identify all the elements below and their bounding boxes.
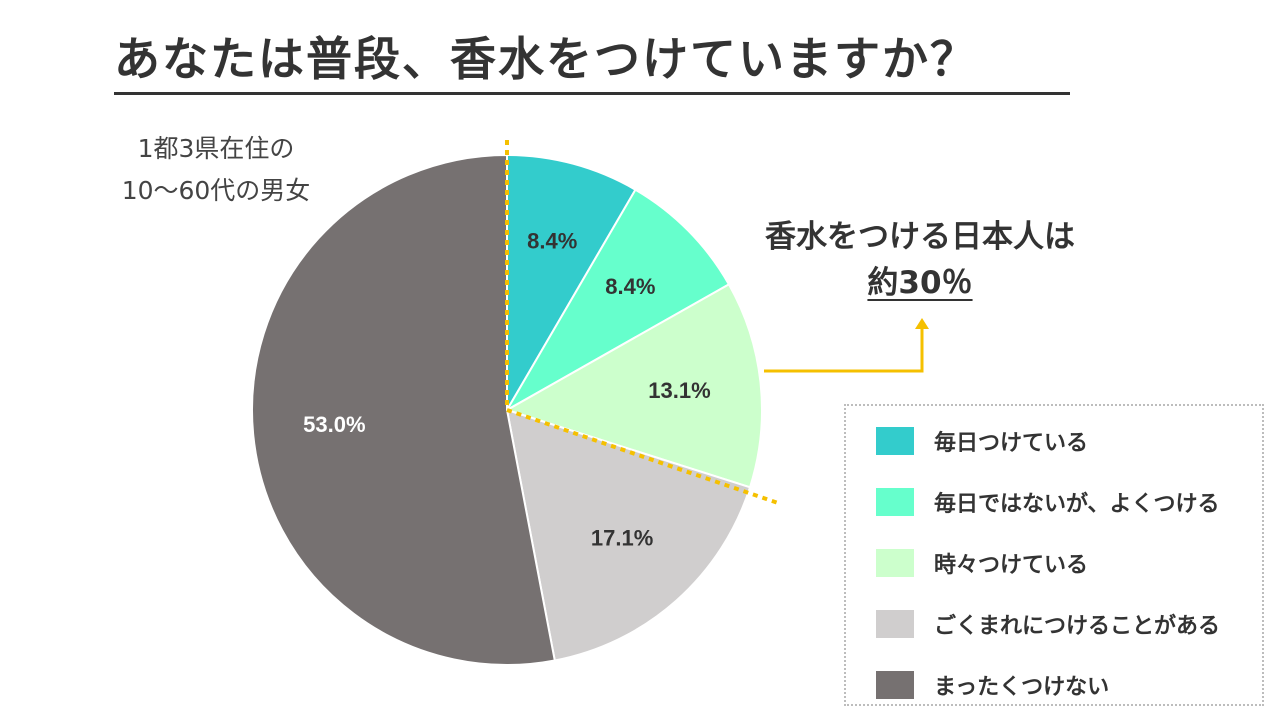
legend-item-3: 時々つけている: [876, 548, 1088, 578]
data-label-5: 53.0%: [303, 412, 365, 437]
callout-value: 約30％: [867, 265, 973, 301]
legend-swatch: [876, 488, 914, 516]
legend-item-5: まったくつけない: [876, 670, 1109, 700]
legend-swatch: [876, 610, 914, 638]
chart-title: あなたは普段、香水をつけていますか？: [114, 30, 1070, 95]
highlight-divider-diagonal: [506, 408, 779, 505]
survey-subtitle: 1都3県在住の 10〜60代の男女: [96, 128, 336, 212]
legend-swatch: [876, 671, 914, 699]
legend-label: 毎日つけている: [934, 431, 1089, 456]
data-label-2: 8.4%: [605, 274, 655, 299]
highlight-annotations: [505, 140, 929, 505]
pie-slice-1: [506, 153, 637, 414]
data-label-3: 13.1%: [648, 378, 710, 403]
legend-swatch: [876, 427, 914, 455]
callout-arrow-head: [915, 318, 929, 329]
data-label-1: 8.4%: [527, 228, 577, 253]
pie-slice-2: [504, 188, 731, 413]
legend-label: 時々つけている: [934, 553, 1089, 578]
legend-swatch: [876, 549, 914, 577]
legend-label: ごくまれにつけることがある: [934, 614, 1221, 639]
legend-item-4: ごくまれにつけることがある: [876, 609, 1220, 639]
legend: 毎日つけている毎日ではないが、よくつける 時々つけているごくまれにつけることがある…: [844, 404, 1264, 706]
pie-slice-3: [504, 282, 763, 489]
callout-line-1: 香水をつける日本人は: [765, 219, 1075, 255]
subtitle-line-2: 10〜60代の男女: [121, 176, 311, 205]
legend-label: まったくつけない: [934, 675, 1110, 700]
legend-label: 毎日ではないが、よくつける: [934, 492, 1220, 517]
data-label-4: 17.1%: [591, 526, 653, 551]
legend-item-2: 毎日ではないが、よくつける: [876, 487, 1220, 517]
subtitle-line-1: 1都3県在住の: [137, 134, 295, 163]
callout-text: 香水をつける日本人は 約30％: [730, 214, 1110, 306]
pie-slice-5: [251, 153, 556, 666]
pie-data-labels: 8.4% 8.4% 13.1% 17.1% 53.0%: [303, 228, 710, 550]
legend-item-1: 毎日つけている: [876, 426, 1088, 456]
callout-connector-line: [764, 328, 924, 373]
